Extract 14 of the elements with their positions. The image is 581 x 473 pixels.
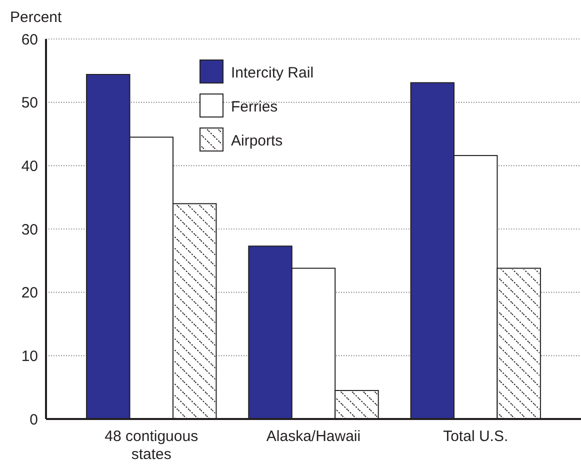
legend-label: Intercity Rail (231, 64, 314, 82)
y-tick-label: 10 (21, 348, 38, 365)
y-tick-label: 20 (21, 284, 38, 302)
y-tick-label: 0 (30, 411, 38, 428)
y-tick-label: 30 (21, 221, 38, 238)
x-tick-label: Alaska/Hawaii (266, 428, 361, 445)
x-tick-label: 48 contiguous states (104, 428, 198, 463)
y-tick-label: 40 (21, 158, 38, 175)
y-tick-label: 60 (21, 31, 38, 48)
y-tick-label: 50 (21, 94, 38, 112)
legend-label: Airports (231, 132, 283, 150)
legend-label: Ferries (231, 98, 278, 116)
x-tick-label: Total U.S. (443, 428, 508, 445)
y-axis-title: Percent (10, 9, 63, 26)
